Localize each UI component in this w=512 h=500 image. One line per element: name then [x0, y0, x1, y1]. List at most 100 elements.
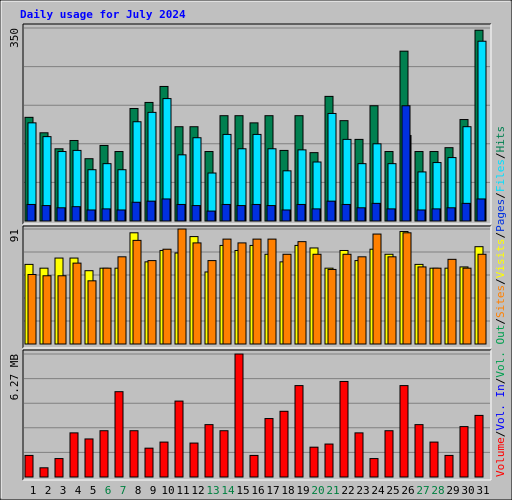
x-tick-label: 20: [311, 484, 324, 497]
x-tick-label: 19: [296, 484, 309, 497]
bar: [477, 253, 487, 345]
bar: [447, 258, 457, 345]
bar: [476, 198, 486, 222]
bar: [72, 262, 82, 345]
bar: [459, 426, 469, 478]
bar: [192, 242, 202, 345]
bar: [41, 205, 51, 222]
legend-separator: /: [494, 378, 507, 385]
bar: [147, 260, 157, 345]
legend-entry: Sites: [494, 285, 507, 318]
bar: [86, 209, 96, 222]
x-tick-label: 24: [371, 484, 385, 497]
bar: [42, 275, 52, 345]
bar: [191, 205, 201, 222]
legend-entry: Pages: [494, 199, 507, 232]
bar: [159, 441, 169, 478]
x-tick-label: 14: [221, 484, 235, 497]
bar: [99, 430, 109, 478]
bar: [296, 203, 306, 222]
x-tick-label: 10: [161, 484, 174, 497]
bar: [219, 430, 229, 478]
bar: [309, 446, 319, 478]
bar: [54, 458, 64, 478]
bar: [264, 418, 274, 478]
bar: [129, 430, 139, 478]
bar: [429, 441, 439, 478]
legend-entry: Volume: [494, 437, 507, 477]
bar: [282, 253, 292, 345]
chart-title: Daily usage for July 2024: [20, 8, 186, 21]
bar: [279, 410, 289, 478]
bar: [132, 239, 142, 345]
x-tick-label: 17: [266, 484, 279, 497]
bar: [117, 256, 127, 345]
legend-separator: /: [494, 278, 507, 285]
x-tick-label: 28: [431, 484, 444, 497]
x-tick-label: 7: [120, 484, 127, 497]
x-tick-label: 11: [176, 484, 189, 497]
bar: [477, 40, 487, 222]
legend-separator: /: [494, 152, 507, 159]
bar: [146, 200, 156, 222]
bar: [84, 438, 94, 478]
bar: [56, 207, 66, 222]
x-tick-label: 29: [446, 484, 459, 497]
bar: [357, 256, 367, 345]
legend-entry: Vol. In: [494, 384, 507, 430]
bar: [131, 201, 141, 222]
x-tick-label: 1: [30, 484, 37, 497]
bar: [432, 267, 442, 345]
x-tick-label: 25: [386, 484, 399, 497]
bar: [339, 380, 349, 478]
x-tick-label: 21: [326, 484, 339, 497]
x-tick-label: 26: [401, 484, 414, 497]
bar: [401, 105, 411, 222]
bar: [26, 203, 36, 222]
bar: [341, 203, 351, 222]
legend-entry: Visits: [494, 239, 507, 279]
bar: [461, 202, 471, 222]
x-tick-label: 4: [75, 484, 82, 497]
bar: [236, 205, 246, 222]
x-tick-label: 2: [45, 484, 52, 497]
bar: [356, 207, 366, 222]
x-tick-label: 8: [135, 484, 142, 497]
legend-separator: /: [494, 318, 507, 325]
legend-entry: Vol. Out: [494, 325, 507, 378]
bar: [27, 273, 37, 345]
x-tick-label: 6: [105, 484, 112, 497]
x-tick-label: 5: [90, 484, 97, 497]
bar: [251, 203, 261, 222]
bar: [431, 208, 441, 222]
bar: [221, 203, 231, 222]
bar: [387, 256, 397, 345]
bar: [161, 198, 171, 222]
bar: [446, 207, 456, 222]
bar: [324, 443, 334, 478]
x-tick-label: 30: [461, 484, 474, 497]
bar: [207, 260, 217, 345]
bar: [399, 385, 409, 478]
bar: [462, 267, 472, 345]
legend: Volume/Vol. In/Vol. Out/Sites/Visits/Pag…: [494, 126, 507, 477]
bar: [101, 208, 111, 222]
x-tick-label: 27: [416, 484, 429, 497]
bar: [249, 454, 259, 478]
legend-entry: Files: [494, 159, 507, 192]
bar: [444, 454, 454, 478]
bar: [252, 238, 262, 345]
bar: [281, 209, 291, 222]
bar: [414, 424, 424, 478]
legend-entry: Hits: [494, 126, 507, 153]
bar: [354, 432, 364, 478]
bar: [311, 208, 321, 222]
legend-separator: /: [494, 232, 507, 239]
bar: [386, 208, 396, 222]
bar: [176, 203, 186, 222]
x-tick-label: 3: [60, 484, 67, 497]
bar: [116, 209, 126, 222]
y-tick-label: 350: [8, 28, 21, 48]
